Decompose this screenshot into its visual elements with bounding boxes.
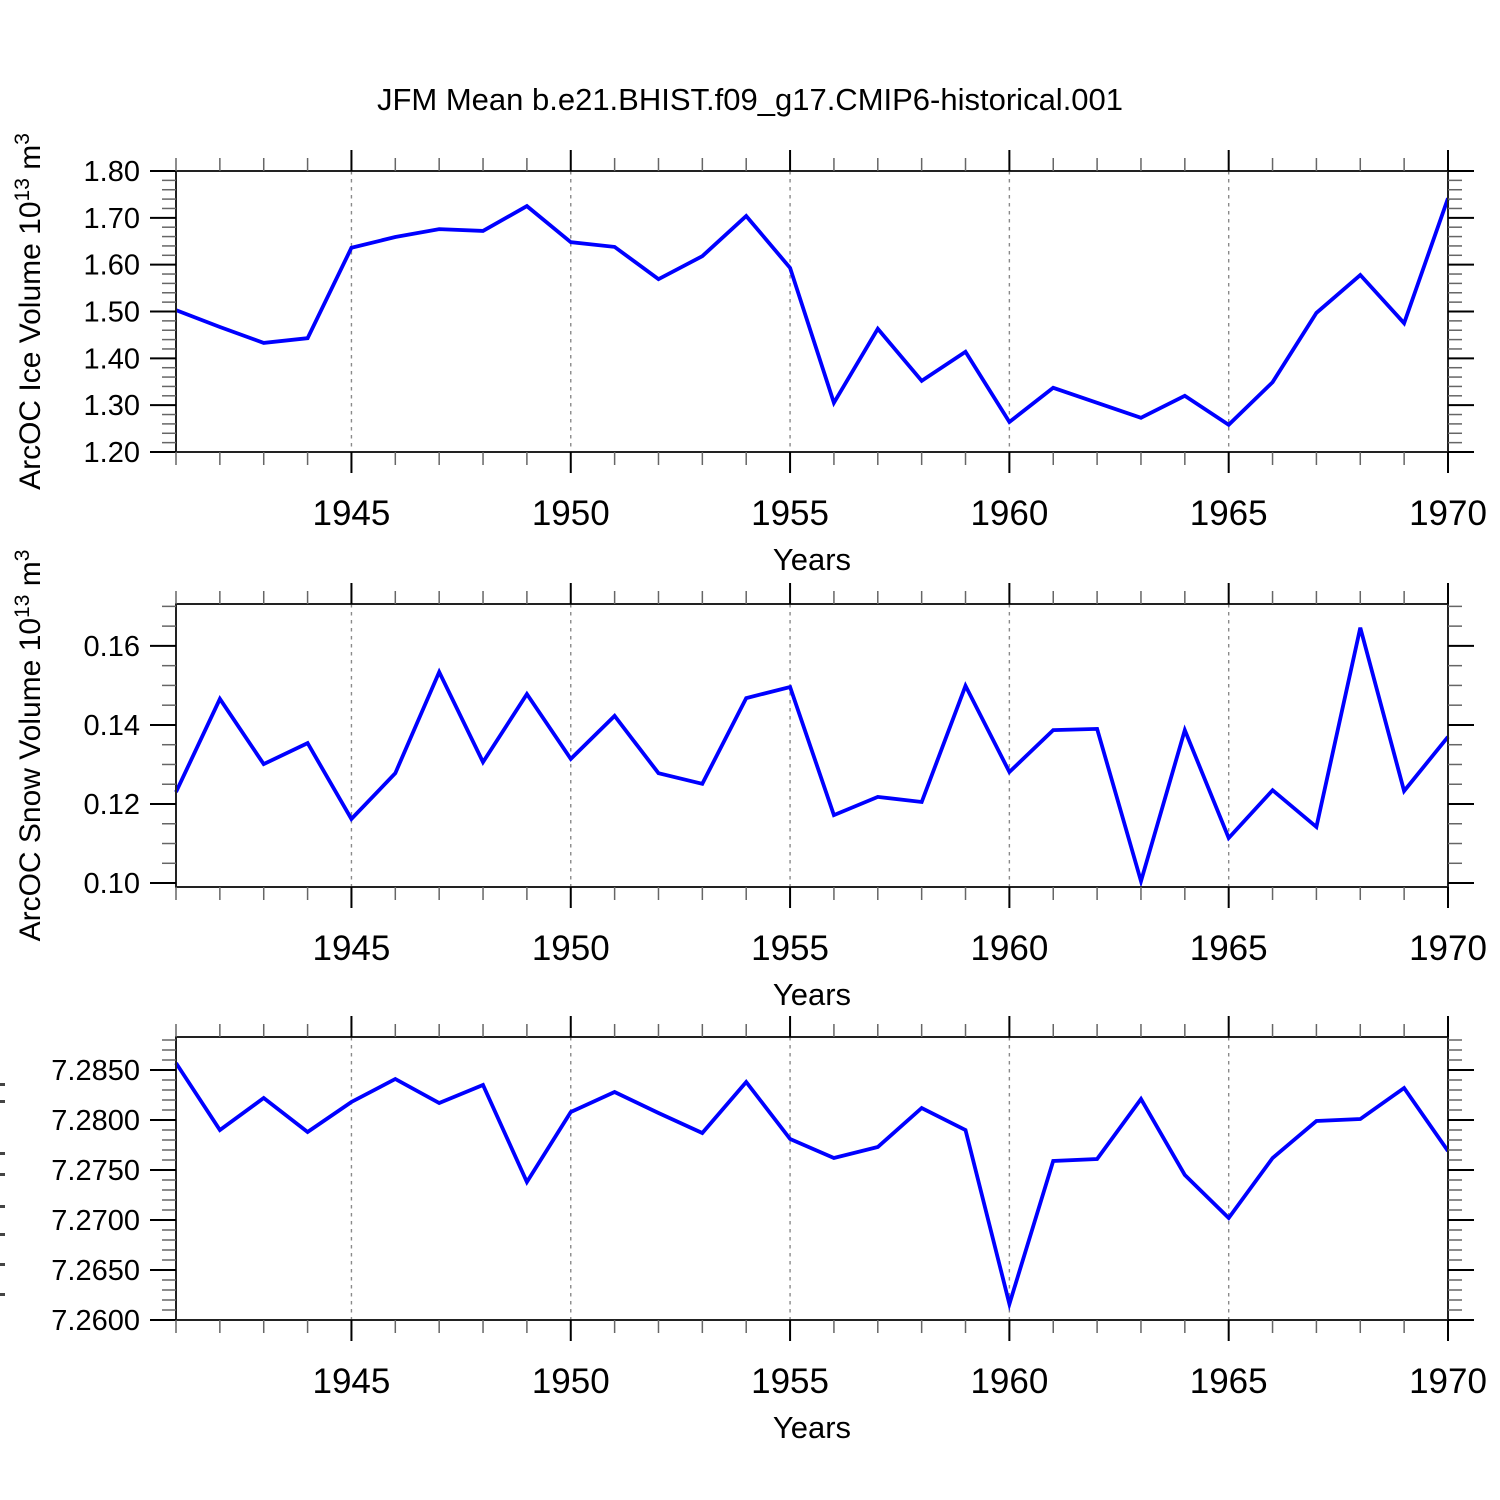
- x-tick-label: 1960: [970, 494, 1048, 533]
- y-tick-label: 7.2850: [51, 1055, 140, 1087]
- x-axis-title: Years: [773, 542, 851, 577]
- y-axis: 1.20 1.30 1.40 1.50 1.60 1.70 1.80: [84, 156, 1474, 469]
- x-axis: 1945 1950 1955 1960 1965 1970: [175, 150, 1487, 533]
- x-tick-label: 1965: [1190, 494, 1268, 533]
- clipped-glyph-fragment: [0, 1293, 5, 1296]
- arcoc-third-series-line: [174, 1061, 1450, 1312]
- plot-frame: [175, 1036, 1449, 1321]
- plot-frame: [175, 170, 1449, 453]
- x-tick-label: 1945: [313, 494, 391, 533]
- x-axis: 1945 1950 1955 1960 1965 1970: [175, 1016, 1487, 1401]
- gridlines: [350, 604, 1230, 887]
- y-tick-label: 1.40: [84, 343, 140, 375]
- y-axis-title: ArcOC Ice Volume 1013 m3: [11, 133, 47, 490]
- panel-3: 7.2600 7.2650 7.2700 7.2750 7.2800 7.2850 1945…: [0, 1016, 1487, 1445]
- x-axis-title: Years: [773, 977, 851, 1012]
- x-tick-label: 1960: [970, 929, 1048, 968]
- x-tick-label: 1950: [532, 929, 610, 968]
- x-tick-label: 1945: [313, 929, 391, 968]
- clipped-glyph-fragment: [0, 1083, 5, 1086]
- clipped-ylabel-fragments: [0, 1083, 5, 1296]
- y-tick-label: 0.10: [84, 868, 140, 900]
- x-tick-label: 1950: [532, 494, 610, 533]
- y-tick-label: 1.80: [84, 156, 140, 188]
- x-tick-label: 1965: [1190, 929, 1268, 968]
- gridlines: [350, 1037, 1230, 1320]
- y-tick-label: 7.2800: [51, 1105, 140, 1137]
- y-tick-label: 1.30: [84, 390, 140, 422]
- y-tick-label: 7.2650: [51, 1255, 140, 1287]
- x-tick-label: 1955: [751, 1362, 829, 1401]
- clipped-glyph-fragment: [0, 1263, 5, 1266]
- x-tick-label: 1955: [751, 494, 829, 533]
- y-tick-label: 7.2600: [51, 1305, 140, 1337]
- arcoc-snow-volume-line: [174, 627, 1450, 888]
- clipped-glyph-fragment: [0, 1100, 5, 1103]
- clipped-glyph-fragment: [0, 1152, 5, 1155]
- x-tick-label: 1970: [1409, 929, 1487, 968]
- y-axis: 7.2600 7.2650 7.2700 7.2750 7.2800 7.2850: [51, 1039, 1474, 1337]
- y-tick-label: 1.20: [84, 437, 140, 469]
- y-tick-label: 1.70: [84, 203, 140, 235]
- x-tick-label: 1955: [751, 929, 829, 968]
- x-tick-label: 1945: [313, 1362, 391, 1401]
- x-tick-label: 1950: [532, 1362, 610, 1401]
- x-tick-label: 1965: [1190, 1362, 1268, 1401]
- chart-title: JFM Mean b.e21.BHIST.f09_g17.CMIP6-histo…: [376, 82, 1124, 117]
- y-tick-label: 1.50: [84, 297, 140, 329]
- y-axis-title: ArcOC Snow Volume 1013 m3: [11, 550, 47, 942]
- x-tick-label: 1970: [1409, 1362, 1487, 1401]
- y-tick-label: 0.14: [84, 710, 140, 742]
- gridlines: [350, 171, 1230, 452]
- x-axis-title: Years: [773, 1410, 851, 1445]
- clipped-glyph-fragment: [0, 1173, 5, 1176]
- clipped-glyph-fragment: [0, 1205, 5, 1208]
- y-axis: 0.10 0.12 0.14 0.16: [84, 605, 1474, 900]
- y-tick-label: 7.2750: [51, 1155, 140, 1187]
- x-tick-label: 1960: [970, 1362, 1048, 1401]
- x-axis: 1945 1950 1955 1960 1965 1970: [175, 583, 1487, 968]
- y-tick-label: 1.60: [84, 250, 140, 282]
- plot-frame: [175, 603, 1449, 888]
- x-tick-label: 1970: [1409, 494, 1487, 533]
- panel-1: 1.20 1.30 1.40 1.50 1.60 1.70 1.80 1945 1950 1955…: [11, 133, 1487, 577]
- y-tick-label: 7.2700: [51, 1205, 140, 1237]
- panel-2: 0.10 0.12 0.14 0.16 1945 1950 1955 1960 1965 1970…: [11, 550, 1487, 1012]
- y-tick-label: 0.12: [84, 789, 140, 821]
- arcoc-ice-volume-line: [175, 197, 1450, 428]
- clipped-glyph-fragment: [0, 1233, 5, 1236]
- y-tick-label: 0.16: [84, 631, 140, 663]
